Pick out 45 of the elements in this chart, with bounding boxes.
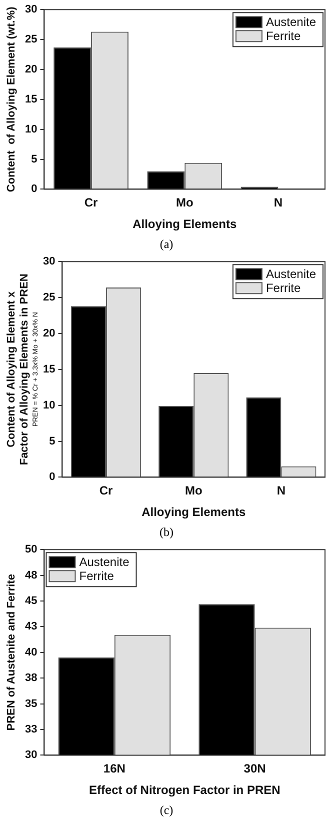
y-tick-label: 10 — [42, 399, 56, 412]
y-axis-title: PREN of Austenite and Ferrite — [6, 574, 18, 731]
y-tick-label: 15 — [24, 93, 38, 106]
text: (a) — [158, 236, 174, 252]
y-tick-label: 25 — [24, 34, 38, 46]
y-tick-label: 35 — [24, 698, 38, 710]
x-tick-label: Cr — [99, 484, 114, 498]
legend-label: Austenite — [266, 14, 316, 29]
y-tick-label: 25 — [42, 292, 56, 304]
y-tick-label: 5 — [31, 153, 38, 166]
x-tick-label: Mo — [184, 484, 202, 498]
y-tick-label: 48 — [24, 569, 38, 582]
legend-label: Ferrite — [266, 28, 301, 43]
y-tick-label: 43 — [24, 620, 38, 633]
text: (b) — [158, 524, 174, 540]
y-tick-label: 30 — [42, 256, 56, 268]
y-tick-label: 40 — [24, 646, 38, 658]
y-tick-label: 30 — [24, 749, 38, 762]
y-tick-label: 0 — [49, 471, 56, 484]
y-tick-label: 50 — [24, 544, 38, 556]
x-tick-label: 30N — [244, 762, 266, 776]
x-axis-title: Alloying Elements — [132, 217, 237, 232]
x-tick-label: Cr — [84, 196, 98, 210]
x-tick-label: N — [274, 196, 283, 210]
y-tick-label: 10 — [24, 123, 38, 136]
x-tick-label: Mo — [176, 196, 194, 210]
y-tick-label: 38 — [24, 672, 38, 684]
x-tick-label: 16N — [103, 762, 126, 776]
y-axis-title: Content of Alloying Element (wt.%) — [6, 6, 18, 192]
legend-label: Ferrite — [266, 280, 301, 295]
x-axis-title: Effect of Nitrogen Factor in PREN — [88, 783, 280, 798]
y-tick-label: 15 — [42, 363, 56, 376]
y-tick-label: 45 — [24, 595, 38, 608]
y-tick-label: 5 — [49, 435, 56, 448]
y-tick-label: 20 — [42, 328, 56, 340]
y-tick-label: 30 — [24, 4, 38, 16]
text: (c) — [158, 802, 174, 818]
y-tick-label: 20 — [24, 64, 38, 76]
x-tick-label: N — [276, 484, 286, 498]
legend-label: Austenite — [79, 554, 130, 569]
y-tick-label: 33 — [24, 724, 38, 736]
legend-label: Ferrite — [79, 568, 114, 583]
legend-label: Austenite — [266, 266, 316, 281]
y-tick-label: 0 — [31, 183, 38, 196]
x-axis-title: Alloying Elements — [142, 505, 246, 520]
